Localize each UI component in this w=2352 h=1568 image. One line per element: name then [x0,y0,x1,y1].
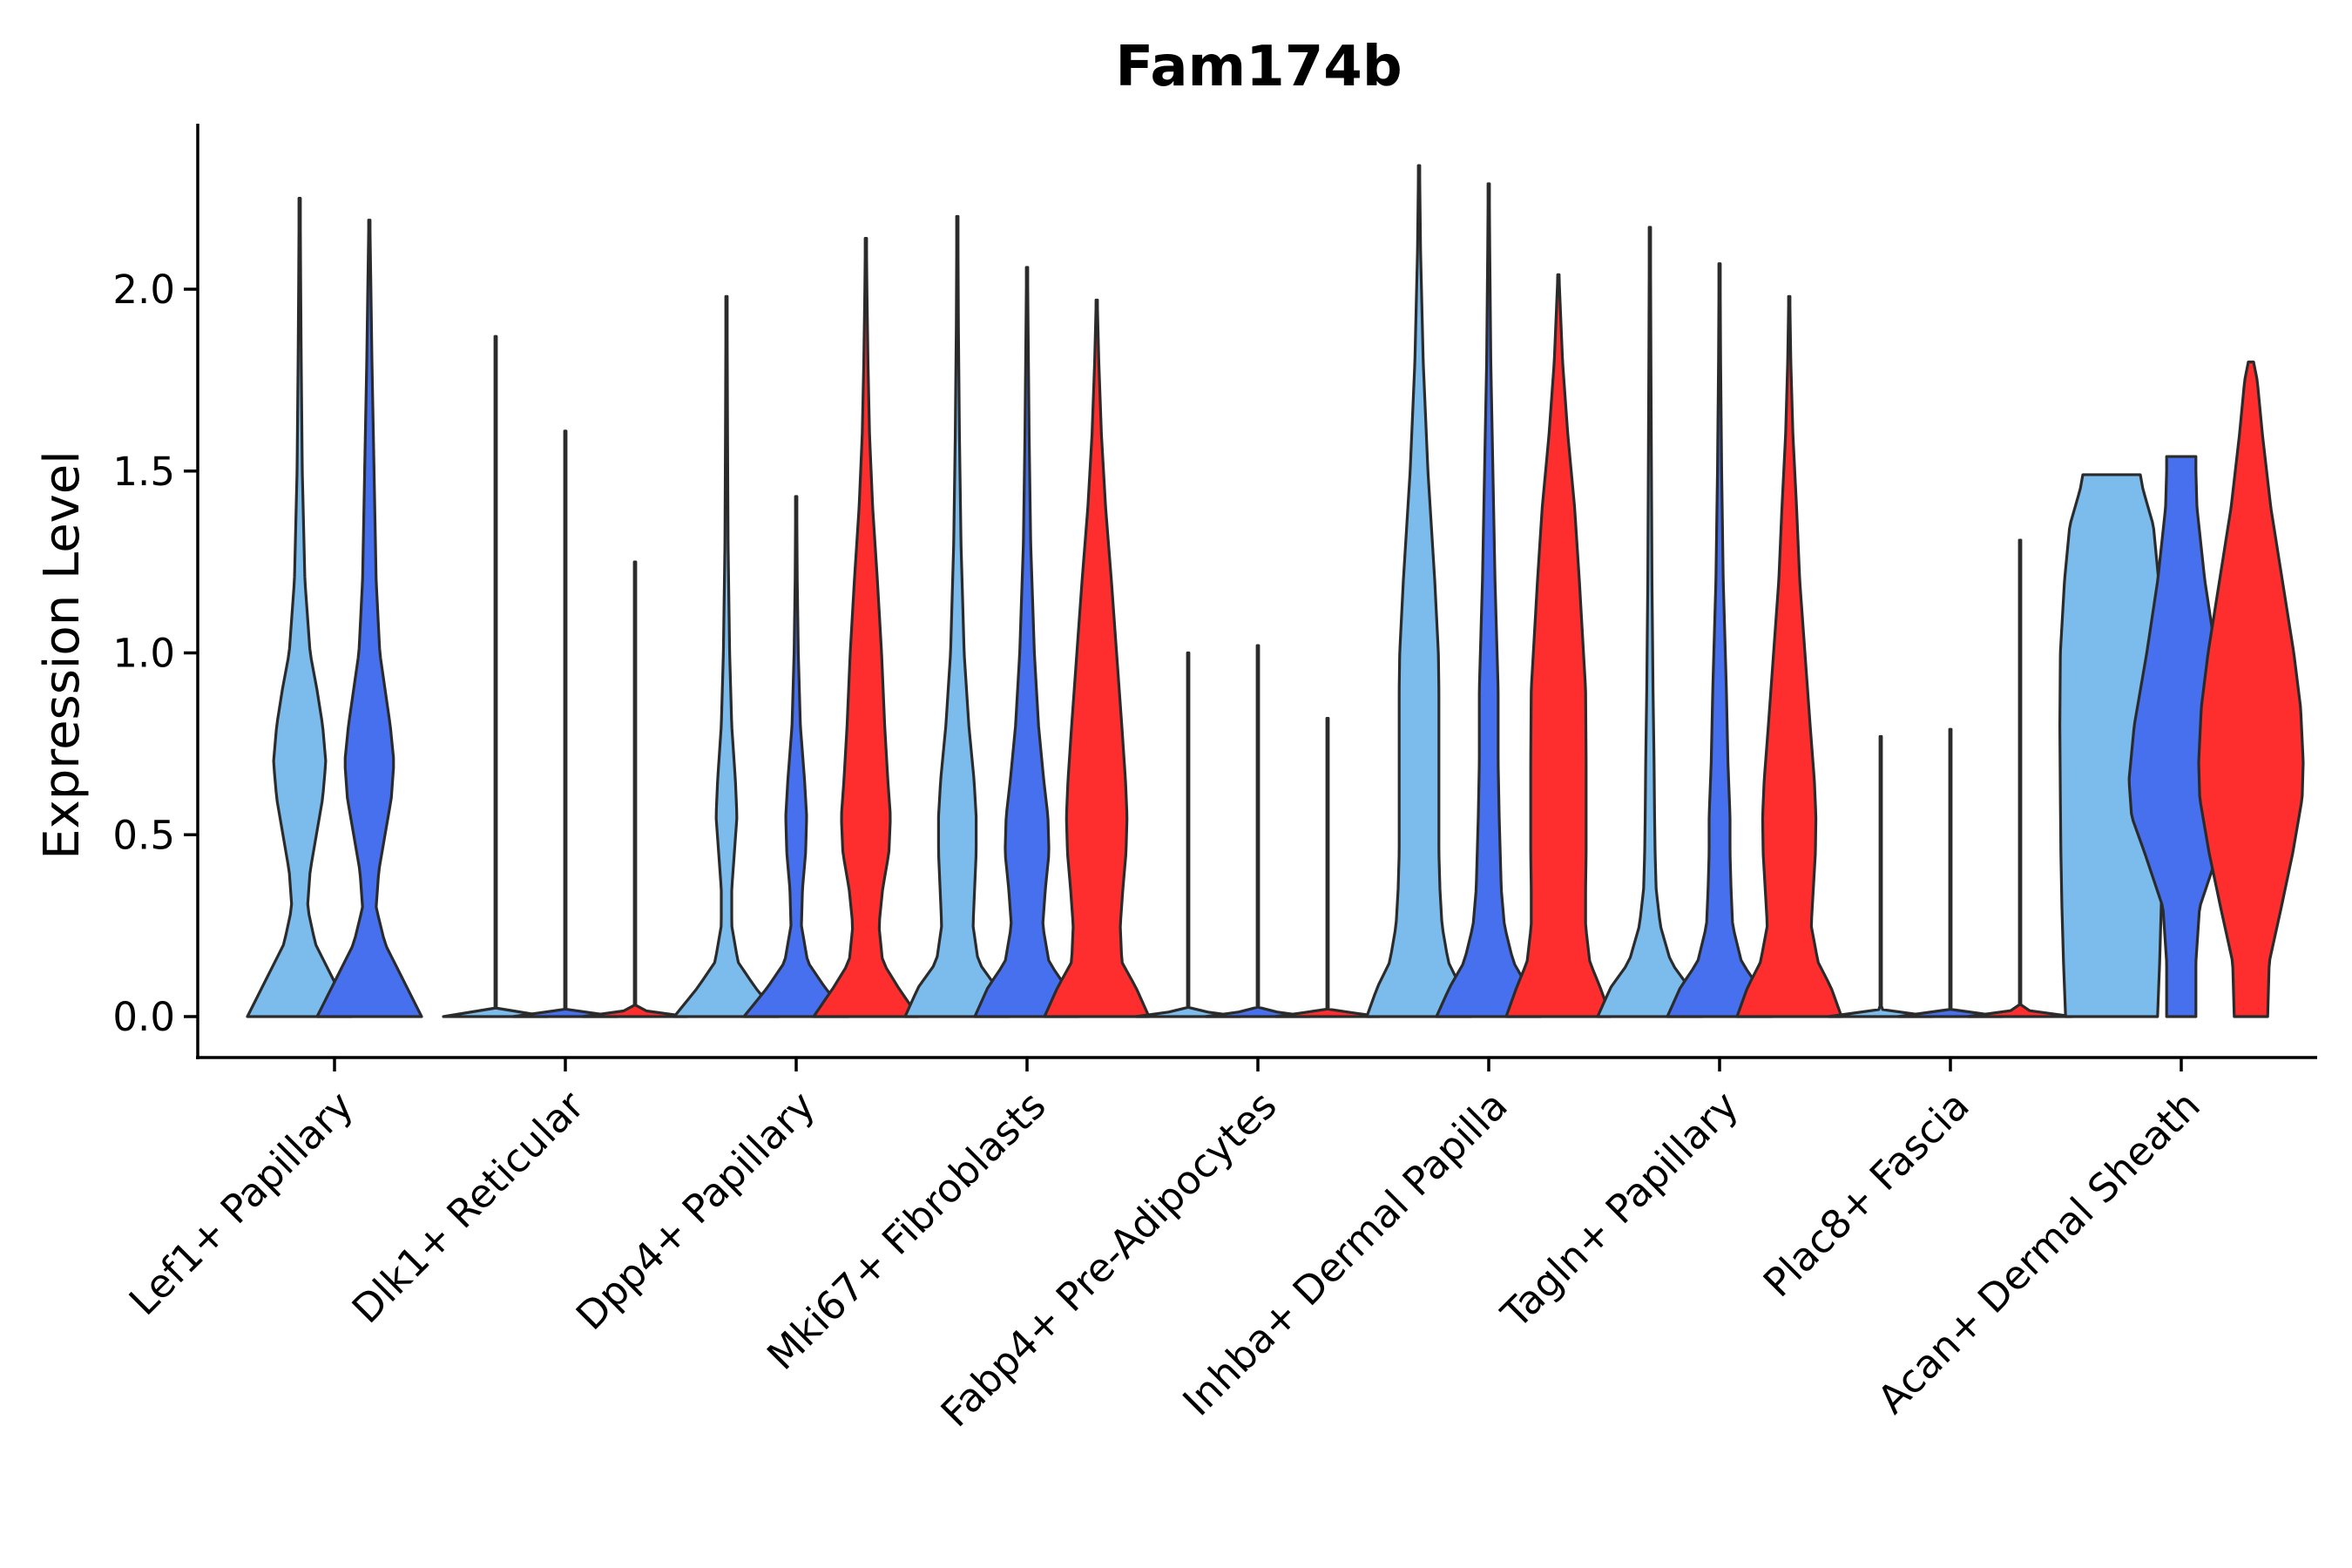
violin-7-2 [1966,538,2074,1018]
violin-6-2 [1735,294,1843,1018]
x-tick-label: Plac8+ Fascia [1754,1082,1978,1306]
violin-3-1 [973,266,1081,1018]
violin-5-2 [1504,273,1612,1018]
violin-4-0 [1134,651,1242,1018]
violin-5-0 [1365,164,1473,1018]
y-tick-label: 0.0 [112,994,175,1040]
violin-2-1 [742,495,850,1018]
violin-7-1 [1896,727,2004,1018]
violin-0-1 [315,219,423,1018]
x-tick-label: Dlk1+ Reticular [343,1082,593,1332]
violin-2-0 [672,294,781,1018]
y-tick-label: 2.0 [112,267,175,313]
violin-6-0 [1596,226,1704,1018]
y-ticks: 0.0 0.5 1.0 1.5 2.0 [112,267,198,1040]
violin-4-2 [1274,717,1382,1018]
violin-7-0 [1827,734,1935,1018]
violin-5-1 [1435,182,1543,1018]
x-tick-label: Dpp4+ Papillary [567,1082,824,1339]
chart-title: Fam174b [1115,35,1402,99]
violin-6-1 [1666,262,1774,1018]
violin-1-1 [511,429,619,1018]
x-tick-label: Tagln+ Papillary [1492,1082,1747,1337]
y-tick-label: 1.5 [112,449,175,495]
violin-3-0 [903,214,1011,1018]
violin-3-2 [1043,298,1151,1018]
violin-0-0 [246,197,354,1018]
y-axis-label: Expression Level [34,450,91,860]
y-tick-label: 0.5 [112,812,175,858]
violin-1-2 [581,560,689,1018]
x-tick-label: Lef1+ Papillary [120,1082,362,1324]
violin-8-2 [2197,360,2305,1018]
y-tick-label: 1.0 [112,631,175,677]
violin-1-0 [442,335,550,1018]
violin-2-2 [812,236,920,1018]
violin-4-1 [1204,644,1312,1018]
violins-layer [246,164,2305,1018]
